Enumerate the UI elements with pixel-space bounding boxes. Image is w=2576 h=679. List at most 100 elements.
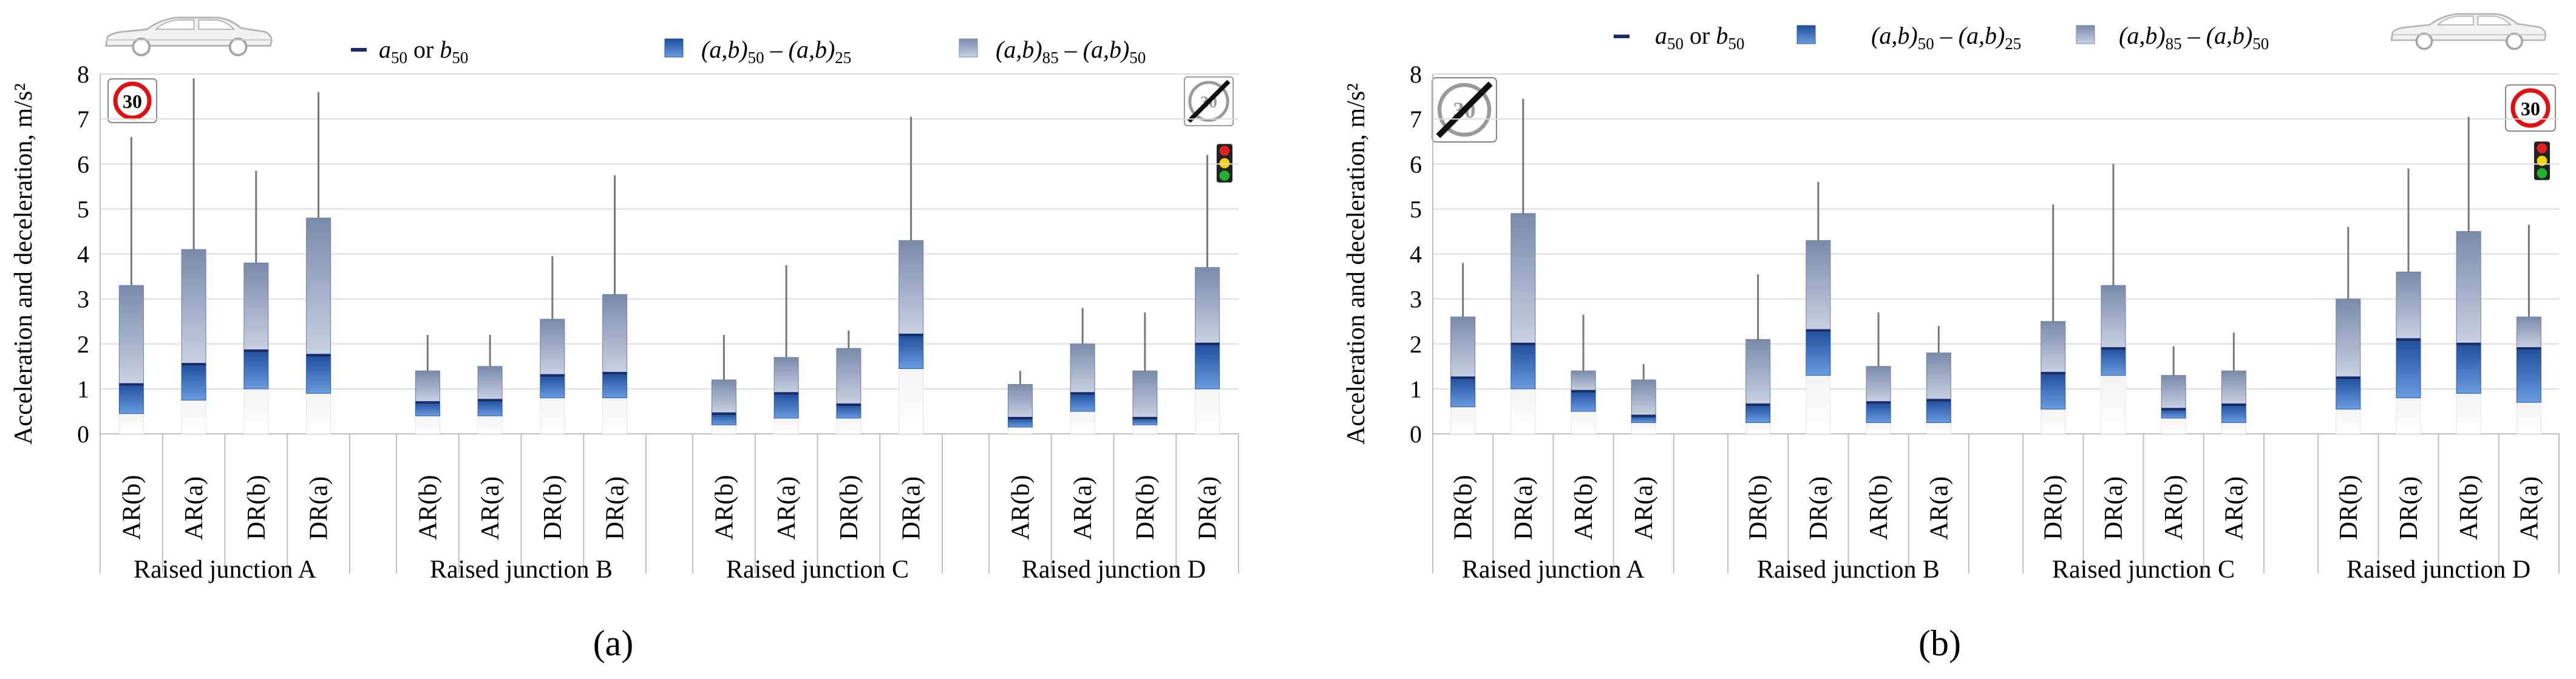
speed-limit-sign-icon: 30 bbox=[2505, 84, 2556, 132]
base-box bbox=[773, 417, 799, 434]
iqr-upper-box bbox=[1511, 213, 1536, 345]
base-box bbox=[243, 388, 269, 434]
y-tick-label: 5 bbox=[1410, 195, 1422, 223]
category-label: AR(a) bbox=[1925, 476, 1953, 540]
iqr-lower-box bbox=[711, 413, 736, 425]
panel-label: (b) bbox=[1918, 623, 1961, 663]
iqr-upper-box bbox=[181, 249, 206, 365]
y-tick-label: 5 bbox=[77, 195, 89, 223]
iqr-lower-box bbox=[415, 402, 440, 416]
legend-iqr-upper-label: (a,b)85 – (a,b)50 bbox=[996, 36, 1146, 67]
iqr-upper-box bbox=[1926, 353, 1951, 400]
category-label: DR(a) bbox=[2395, 476, 2423, 540]
iqr-upper-box bbox=[1806, 240, 1831, 331]
boxes bbox=[1450, 98, 2541, 434]
base-box bbox=[181, 399, 206, 434]
category-label: AR(b) bbox=[1570, 475, 1598, 540]
iqr-lower-box bbox=[1926, 399, 1951, 423]
iqr-upper-box bbox=[306, 217, 331, 356]
y-tick-label: 0 bbox=[77, 421, 89, 448]
base-box bbox=[1631, 422, 1656, 434]
y-tick-label: 1 bbox=[1410, 376, 1422, 403]
group-label: Raised junction B bbox=[430, 556, 613, 584]
iqr-upper-box bbox=[2101, 285, 2126, 349]
iqr-upper-box bbox=[1450, 316, 1476, 378]
base-box bbox=[1132, 424, 1158, 434]
iqr-lower-box bbox=[2516, 348, 2541, 403]
group-label: Raised junction C bbox=[2052, 556, 2235, 584]
iqr-upper-box bbox=[477, 366, 503, 400]
y-axis-title: Acceleration and deceleration, m/s² bbox=[1342, 83, 1370, 445]
base-box bbox=[2041, 408, 2066, 434]
iqr-upper-box bbox=[1132, 370, 1158, 419]
traffic-light-icon bbox=[2534, 141, 2551, 180]
iqr-lower-box bbox=[181, 363, 206, 400]
category-label: AR(a) bbox=[1069, 476, 1097, 540]
base-box bbox=[2456, 393, 2481, 434]
base-box bbox=[1806, 375, 1831, 434]
category-label: DR(a) bbox=[1194, 476, 1222, 540]
base-box bbox=[306, 393, 331, 434]
gridlines bbox=[1432, 73, 2559, 434]
iqr-upper-box bbox=[1195, 267, 1220, 345]
speed-limit-sign-icon: 30 bbox=[107, 78, 157, 123]
panel-b: a50 or b50 (a,b)50 – (a,b)25 (a,b)85 – (… bbox=[1342, 13, 2560, 663]
base-box bbox=[1007, 427, 1033, 434]
group-label: Raised junction D bbox=[1022, 556, 1206, 584]
base-box bbox=[602, 397, 628, 434]
base-box bbox=[711, 424, 736, 434]
iqr-lower-box bbox=[1866, 402, 1891, 423]
base-box bbox=[2101, 375, 2126, 434]
y-tick-label: 3 bbox=[1410, 286, 1422, 313]
y-tick-label: 4 bbox=[77, 241, 89, 268]
iqr-upper-box bbox=[2396, 271, 2421, 340]
category-label: AR(b) bbox=[118, 475, 146, 540]
base-box bbox=[1450, 407, 1476, 434]
car-icon bbox=[104, 16, 273, 56]
legend-iqr-lower-label: (a,b)50 – (a,b)25 bbox=[701, 36, 851, 67]
y-tick-label: 8 bbox=[1410, 61, 1422, 88]
iqr-upper-box bbox=[540, 319, 565, 376]
iqr-lower-box bbox=[2161, 408, 2186, 419]
base-box bbox=[415, 415, 440, 434]
y-tick-label: 2 bbox=[77, 331, 89, 358]
iqr-upper-box bbox=[1745, 339, 1771, 405]
panel-label: (a) bbox=[593, 623, 634, 663]
base-box bbox=[836, 417, 861, 434]
legend-median-label: a50 or b50 bbox=[379, 36, 468, 67]
y-tick-label: 7 bbox=[1410, 106, 1422, 133]
iqr-upper-box bbox=[773, 357, 799, 394]
iqr-upper-box bbox=[2336, 299, 2361, 378]
base-box bbox=[1070, 411, 1095, 434]
iqr-upper-box bbox=[118, 285, 144, 385]
base-box bbox=[899, 368, 924, 434]
base-box bbox=[2221, 422, 2246, 434]
base-box bbox=[2161, 417, 2186, 434]
y-tick-label: 1 bbox=[77, 376, 89, 403]
iqr-lower-box bbox=[306, 354, 331, 394]
base-box bbox=[540, 397, 565, 434]
base-box bbox=[2396, 397, 2421, 434]
iqr-lower-box bbox=[1745, 404, 1771, 423]
iqr-upper-box bbox=[1631, 379, 1656, 416]
category-label: DR(a) bbox=[602, 476, 630, 540]
iqr-upper-box bbox=[2516, 316, 2541, 349]
category-label: AR(b) bbox=[2160, 475, 2188, 540]
iqr-lower-box bbox=[836, 404, 861, 419]
iqr-lower-box bbox=[1511, 343, 1536, 390]
iqr-lower-box bbox=[2396, 339, 2421, 399]
iqr-lower-box bbox=[2221, 404, 2246, 423]
iqr-lower-box bbox=[2041, 373, 2066, 410]
iqr-lower-box bbox=[2101, 348, 2126, 376]
y-tick-label: 7 bbox=[77, 106, 89, 133]
base-box bbox=[2516, 402, 2541, 434]
iqr-lower-box bbox=[1070, 393, 1095, 412]
group-label: Raised junction B bbox=[1757, 556, 1940, 584]
iqr-lower-box bbox=[2456, 343, 2481, 394]
legend-iqr-upper-marker bbox=[959, 38, 978, 58]
y-tick-label: 4 bbox=[1410, 241, 1422, 268]
base-box bbox=[1571, 411, 1596, 434]
category-label: DR(a) bbox=[898, 476, 926, 540]
category-label: AR(b) bbox=[414, 475, 442, 540]
